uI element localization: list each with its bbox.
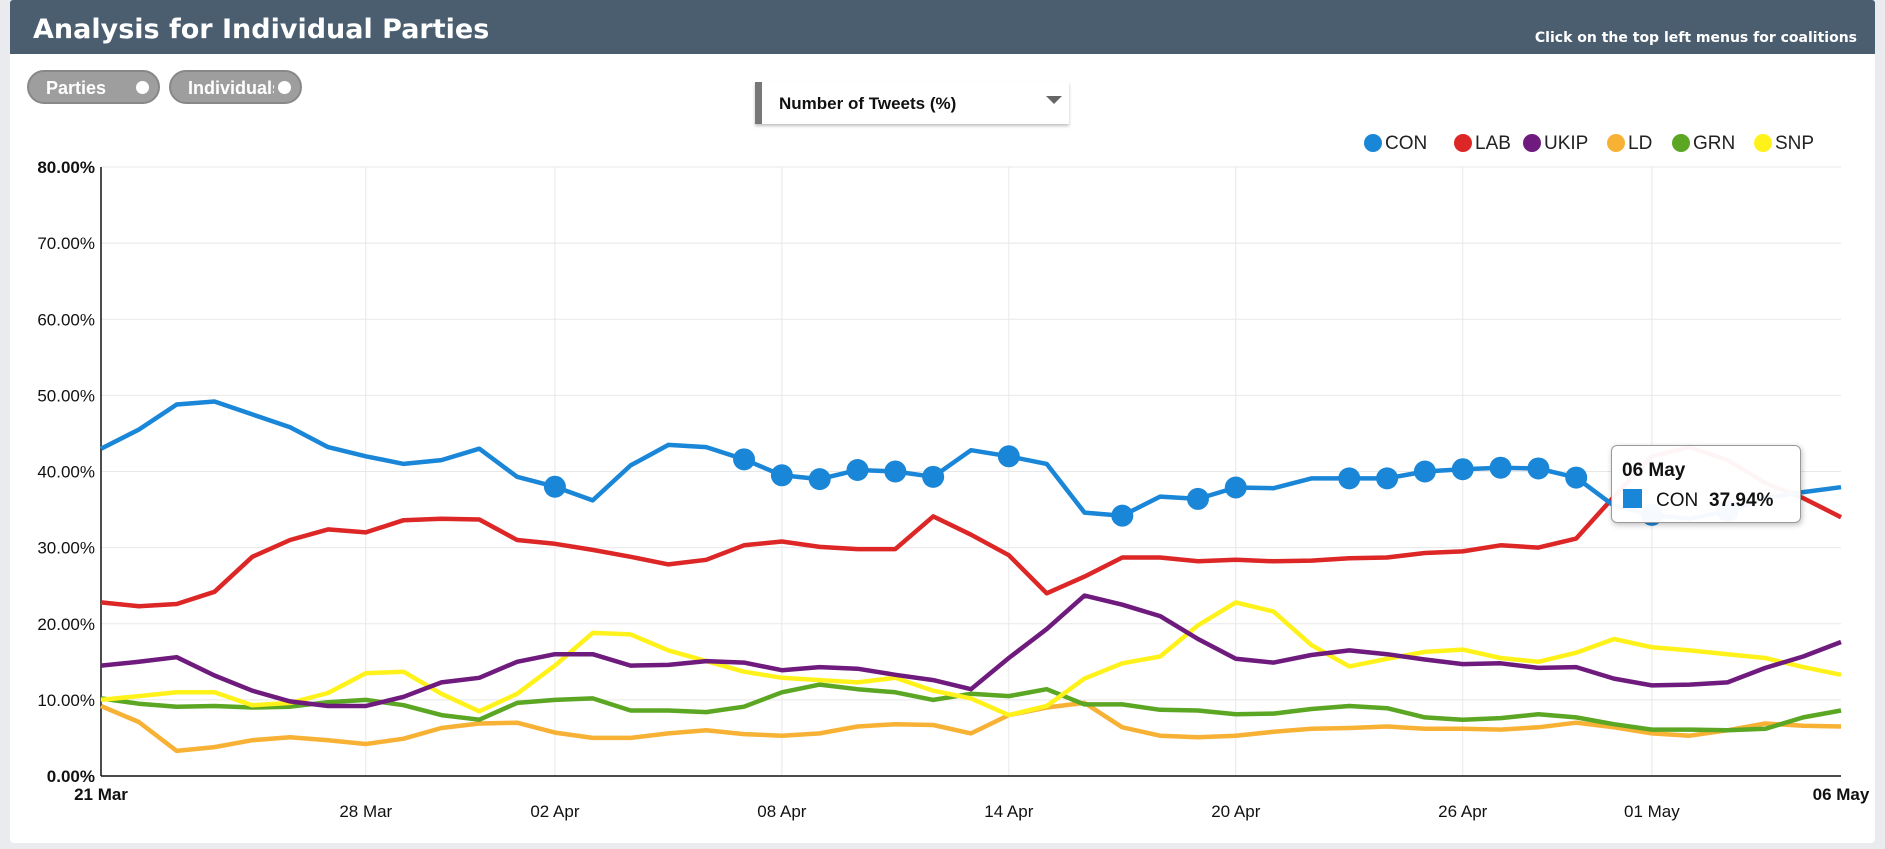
toggle-knob (136, 81, 149, 94)
parties-toggle[interactable]: Parties (27, 70, 160, 104)
legend-item-snp[interactable]: SNP (1754, 133, 1814, 155)
legend-label: LAB (1475, 133, 1511, 154)
metric-select[interactable]: Number of Tweets (%) (755, 82, 1069, 124)
data-point-con (770, 464, 793, 487)
y-tick-label: 50.00% (37, 386, 95, 405)
tooltip-value: 37.94% (1709, 490, 1774, 511)
individuals-toggle-label: Individuals (188, 78, 274, 98)
legend-item-ukip[interactable]: UKIP (1523, 133, 1588, 155)
series-line-ld (100, 700, 1842, 754)
y-tick-label: 40.00% (37, 463, 95, 482)
legend-label: SNP (1775, 133, 1815, 154)
toggle-knob (278, 81, 291, 94)
legend-dot (1607, 134, 1625, 152)
legend-dot (1364, 134, 1382, 152)
legend-dot (1672, 134, 1690, 152)
y-tick-label: 80.00% (37, 158, 95, 177)
data-point-con (846, 458, 869, 481)
legend-label: UKIP (1544, 133, 1589, 154)
legend-dot (1754, 134, 1772, 152)
data-point-con (997, 445, 1020, 468)
chart-tooltip: 06 May CON 37.94% (1611, 445, 1801, 523)
x-tick-label: 21 Mar (74, 785, 128, 804)
legend-label: CON (1385, 133, 1428, 154)
panel-header: Analysis for Individual Parties Click on… (10, 0, 1875, 54)
x-tick-label: 26 Apr (1438, 802, 1487, 821)
legend-item-lab[interactable]: LAB (1454, 133, 1511, 155)
legend-dot (1454, 134, 1472, 152)
legend-item-con[interactable]: CON (1364, 133, 1427, 155)
x-tick-label: 28 Mar (339, 802, 392, 821)
x-tick-label: 01 May (1624, 802, 1680, 821)
chevron-down-icon (1046, 96, 1062, 104)
data-point-con (1489, 456, 1512, 479)
data-point-con (1186, 487, 1209, 510)
data-point-con (1224, 476, 1247, 499)
y-tick-label: 10.00% (37, 691, 95, 710)
x-tick-label: 02 Apr (530, 802, 579, 821)
legend-item-grn[interactable]: GRN (1672, 133, 1735, 155)
y-tick-label: 0.00% (47, 767, 95, 786)
data-point-con (1338, 467, 1361, 490)
series-line-con (99, 399, 1842, 521)
coalitions-hint: Click on the top left menus for coalitio… (1534, 30, 1857, 46)
series-line-ukip (100, 593, 1842, 709)
data-point-con (922, 465, 945, 488)
individuals-toggle[interactable]: Individuals (169, 70, 302, 104)
x-tick-label: 06 May (1813, 785, 1870, 804)
data-point-con (808, 468, 831, 491)
data-point-con (1376, 467, 1399, 490)
series-line-grn (100, 682, 1842, 733)
tooltip-series-swatch (1623, 489, 1642, 508)
data-point-con (1565, 466, 1588, 489)
y-tick-label: 20.00% (37, 615, 95, 634)
series-line-lab (100, 444, 1843, 609)
y-tick-label: 60.00% (37, 310, 95, 329)
legend-dot (1523, 134, 1541, 152)
tooltip-date: 06 May (1622, 460, 1686, 481)
tooltip-series-name: CON (1656, 490, 1699, 511)
data-point-con (543, 475, 566, 498)
legend-item-ld[interactable]: LD (1607, 133, 1652, 155)
series-line-snp (100, 600, 1842, 718)
data-point-con (1111, 504, 1134, 527)
page-title: Analysis for Individual Parties (33, 14, 490, 45)
data-point-con (1451, 458, 1474, 481)
metric-select-value: Number of Tweets (%) (779, 94, 957, 113)
legend-label: GRN (1693, 133, 1736, 154)
data-point-con (1527, 457, 1550, 480)
x-tick-label: 14 Apr (984, 802, 1033, 821)
y-tick-label: 30.00% (37, 539, 95, 558)
data-point-con (733, 448, 756, 471)
x-tick-label: 08 Apr (757, 802, 806, 821)
parties-toggle-label: Parties (46, 78, 107, 98)
x-tick-label: 20 Apr (1211, 802, 1260, 821)
data-point-con (884, 460, 907, 483)
data-point-con (1413, 460, 1436, 483)
y-tick-label: 70.00% (37, 234, 95, 253)
legend-label: LD (1628, 133, 1653, 154)
